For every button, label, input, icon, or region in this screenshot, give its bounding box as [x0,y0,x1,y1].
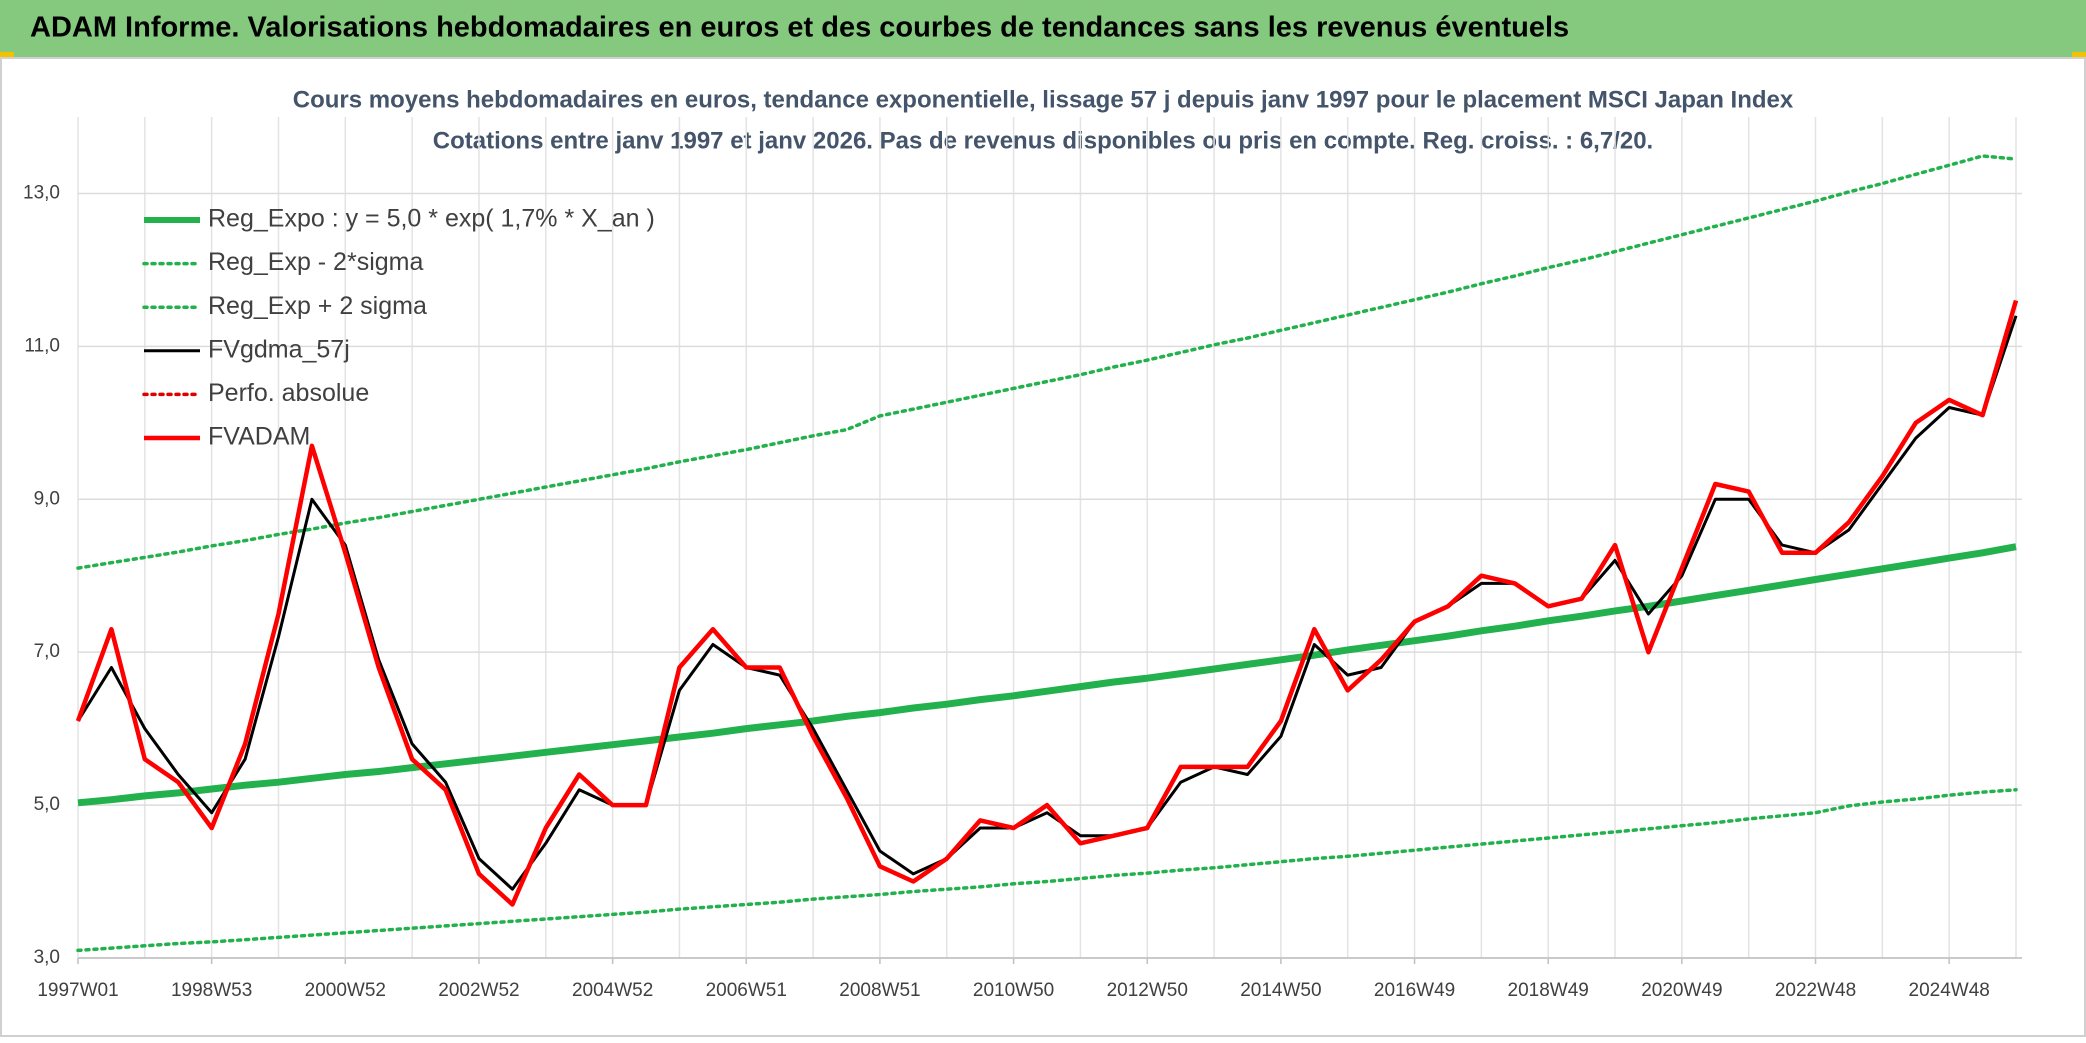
header-bar [0,0,2086,58]
legend: Reg_Expo : y = 5,0 * exp( 1,7% * X_an ) R… [142,205,655,451]
y-tick-label: 5,0 [34,794,60,815]
x-tick-label: 2010W50 [973,980,1054,1001]
x-tick-label: 2002W52 [438,980,519,1001]
chart-title: Cours moyens hebdomadaires en euros, ten… [293,86,1794,113]
legend-label: Reg_Exp + 2 sigma [208,292,427,320]
y-tick-label: 7,0 [34,641,60,662]
x-tick-label: 2006W51 [706,980,787,1001]
x-tick-label: 2020W49 [1641,980,1722,1001]
chart-subtitle: Cotations entre janv 1997 et janv 2026. … [433,127,1653,154]
frame [0,57,2086,1037]
x-tick-label: 2016W49 [1374,980,1455,1001]
x-tick-label: 1998W53 [171,980,252,1001]
x-tick-label: 2008W51 [839,980,920,1001]
grid: 1997W01 1998W53 2000W52 2002W52 2004W52 2006W… [23,117,2022,1001]
x-tick-label: 2018W49 [1508,980,1589,1001]
y-tick-label: 3,0 [34,947,60,968]
x-tick-label: 2022W48 [1775,980,1856,1001]
series-line [77,543,2017,807]
y-tick-label: 9,0 [34,488,60,509]
legend-label: Perfo. absolue [208,379,369,407]
x-tick-label: 2024W48 [1909,980,1990,1001]
corner [2072,52,2086,58]
corner [0,52,14,58]
y-tick-label: 11,0 [24,335,60,356]
legend-label: FVADAM [208,423,310,451]
x-tick-label: 2014W50 [1240,980,1321,1001]
plot [75,154,2019,953]
series-line [76,788,2018,953]
legend-label: Reg_Exp - 2*sigma [208,248,423,276]
x-tick-label: 2004W52 [572,980,653,1001]
series-line [76,315,2018,891]
legend-label: FVgdma_57j [208,335,350,363]
header-title: ADAM Informe. Valorisations hebdomadaire… [30,12,1569,44]
x-tick-label: 2000W52 [305,980,386,1001]
series-line [76,154,2018,570]
y-tick-label: 13,0 [23,182,60,203]
legend-label: Reg_Expo : y = 5,0 * exp( 1,7% * X_an ) [208,205,655,233]
x-tick-label: 2012W50 [1107,980,1188,1001]
x-tick-label: 1997W01 [37,980,118,1001]
series-line [75,299,2019,907]
